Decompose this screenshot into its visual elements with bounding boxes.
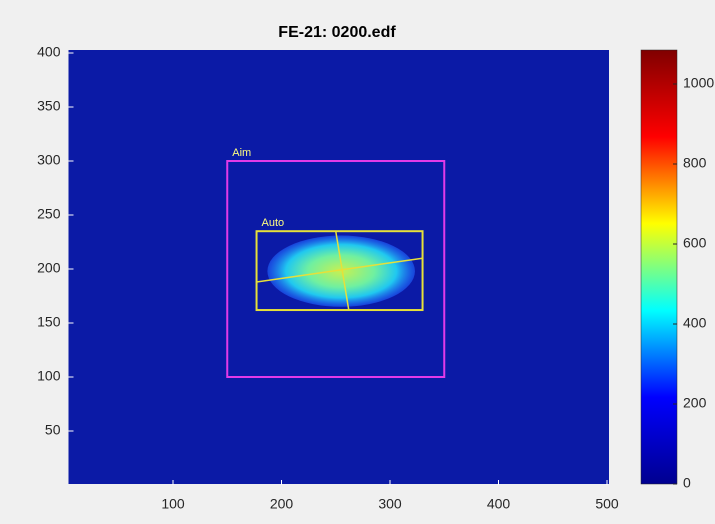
y-tick-label: 200 [37,260,61,276]
roi-rectangle [255,230,424,312]
y-tick-label: 100 [37,368,61,384]
x-tick-label: 200 [270,496,294,512]
colorbar-tick-label: 1000 [683,75,714,91]
y-tick-label: 150 [37,314,61,330]
roi-label: Aim [232,147,251,159]
colorbar-tick-label: 400 [683,315,707,331]
roi-rectangle [226,160,446,378]
x-tick-label: 100 [161,496,185,512]
colorbar [640,49,678,485]
colorbar-tick-label: 200 [683,395,707,411]
colorbar-tick-label: 0 [683,475,691,491]
x-tick-label: 300 [378,496,402,512]
colorbar-tick-label: 800 [683,155,707,171]
y-tick-label: 350 [37,98,61,114]
colorbar-tick-label: 600 [683,235,707,251]
axis-line [335,231,350,311]
y-tick-label: 300 [37,152,61,168]
x-tick-label: 400 [487,496,511,512]
y-tick-label: 400 [37,44,61,60]
y-tick-label: 250 [37,206,61,222]
chart-title: FE-21: 0200.edf [278,24,396,41]
roi-label: Auto [262,217,285,229]
beam-spot [267,235,415,307]
y-tick-label: 50 [45,422,61,438]
x-tick-label: 500 [595,496,619,512]
axis-line [256,257,423,283]
